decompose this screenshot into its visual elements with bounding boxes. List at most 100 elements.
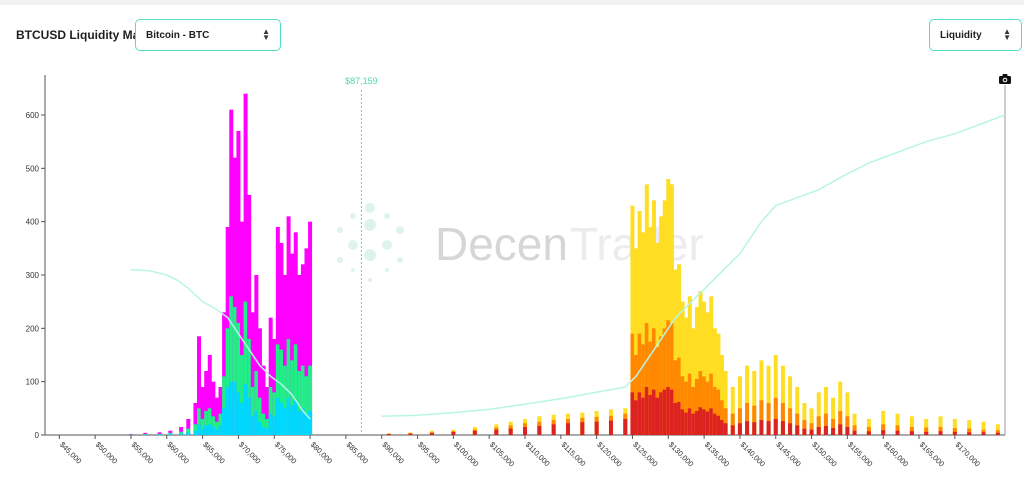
liquidity-bar-high	[723, 371, 728, 435]
liquidity-bar-high	[702, 301, 707, 435]
liquidity-bar-low	[737, 423, 742, 435]
liquidity-bar-high	[720, 355, 725, 435]
liquidity-bar-high	[852, 413, 857, 435]
liquidity-bar-mid	[297, 371, 302, 435]
liquidity-bar-low	[802, 428, 807, 435]
liquidity-bar-low	[451, 431, 456, 435]
x-tick-label: $70,000	[237, 440, 263, 466]
watermark-dot	[385, 268, 389, 272]
liquidity-bar-high	[308, 221, 313, 435]
liquidity-bar-low	[240, 403, 245, 435]
liquidity-bar-low	[186, 432, 191, 435]
liquidity-bar-mid	[648, 341, 653, 435]
liquidity-bar-mid	[200, 419, 205, 435]
liquidity-bar-low	[759, 420, 764, 435]
liquidity-bar-low	[308, 411, 313, 435]
liquidity-bar-low	[981, 432, 986, 435]
liquidity-bar-mid	[881, 424, 886, 435]
liquidity-bar-mid	[759, 400, 764, 435]
watermark-dot	[365, 203, 375, 213]
current-price-label: $87,159	[345, 76, 378, 86]
liquidity-bar-low	[709, 408, 714, 435]
asset-select[interactable]: Bitcoin - BTC ▲ ▼	[135, 19, 281, 51]
liquidity-bar-mid	[128, 434, 133, 435]
liquidity-bar-high	[687, 296, 692, 435]
liquidity-bar-low	[551, 424, 556, 435]
liquidity-bar-mid	[730, 413, 735, 435]
liquidity-bar-low	[225, 387, 230, 435]
cumulative-long-line	[130, 268, 311, 420]
liquidity-bar-high	[995, 424, 1000, 435]
liquidity-bar-high	[669, 184, 674, 435]
liquidity-bar-high	[243, 93, 248, 436]
liquidity-bar-mid	[193, 424, 198, 435]
liquidity-bar-low	[279, 403, 284, 435]
liquidity-bar-mid	[634, 355, 639, 435]
liquidity-bar-mid	[720, 400, 725, 435]
liquidity-bar-low	[168, 433, 173, 435]
liquidity-bar-low	[508, 428, 513, 435]
camera-icon[interactable]	[999, 74, 1011, 84]
liquidity-bar-high	[780, 365, 785, 435]
liquidity-bar-low	[286, 397, 291, 435]
liquidity-bar-low	[666, 387, 671, 435]
liquidity-bar-low	[694, 411, 699, 435]
liquidity-bar-low	[673, 403, 678, 435]
liquidity-bar-low	[290, 405, 295, 435]
x-tick-label: $95,000	[416, 440, 442, 466]
liquidity-bar-mid	[204, 411, 209, 435]
liquidity-bar-high	[705, 312, 710, 435]
liquidity-bar-low	[712, 413, 717, 435]
chevron-up-down-icon: ▲ ▼	[1003, 27, 1011, 42]
liquidity-bar-high	[641, 232, 646, 435]
liquidity-bar-low	[651, 389, 656, 435]
liquidity-bar-low	[648, 395, 653, 435]
liquidity-bar-mid	[705, 381, 710, 435]
liquidity-bar-low	[293, 400, 298, 435]
liquidity-bar-mid	[802, 420, 807, 435]
page-title: BTCUSD Liquidity Map	[16, 28, 147, 42]
liquidity-bar-high	[895, 413, 900, 435]
liquidity-bar-low	[838, 424, 843, 435]
liquidity-bar-mid	[723, 408, 728, 435]
liquidity-bar-mid	[698, 371, 703, 435]
liquidity-bar-high	[909, 416, 914, 435]
liquidity-bar-mid	[247, 339, 252, 435]
x-tick-label: $60,000	[165, 440, 191, 466]
liquidity-bar-low	[895, 430, 900, 435]
x-tick-label: $170,000	[953, 440, 981, 468]
cumulative-lines	[130, 114, 1006, 420]
liquidity-bar-mid	[279, 349, 284, 435]
liquidity-bar-low	[429, 432, 434, 435]
watermark-dot	[351, 268, 355, 272]
liquidity-bar-low	[634, 400, 639, 435]
liquidity-bar-mid	[186, 428, 191, 435]
liquidity-bar-mid	[261, 413, 266, 435]
liquidity-bar-high	[304, 248, 309, 435]
liquidity-bar-mid	[236, 323, 241, 435]
liquidity-bar-mid	[655, 347, 660, 435]
x-tick-label: $165,000	[918, 440, 946, 468]
liquidity-bar-low	[924, 431, 929, 435]
mode-select[interactable]: Liquidity ▲ ▼	[929, 19, 1022, 51]
mode-select-value: Liquidity	[940, 29, 982, 41]
liquidity-bar-mid	[637, 333, 642, 435]
liquidity-bar-high	[730, 387, 735, 435]
liquidity-bar-low	[257, 421, 262, 435]
liquidity-bar-mid	[300, 365, 305, 435]
liquidity-bar-mid	[845, 416, 850, 435]
x-tick-label: $160,000	[882, 440, 910, 468]
liquidity-bar-high	[200, 387, 205, 435]
liquidity-bar-low	[254, 411, 259, 435]
x-tick-label: $140,000	[739, 440, 767, 468]
liquidity-bar-low	[662, 389, 667, 435]
liquidity-bar-high	[222, 312, 227, 435]
liquidity-bar-high	[193, 403, 198, 435]
liquidity-bar-mid	[240, 355, 245, 435]
liquidity-bar-high	[290, 253, 295, 435]
liquidity-bar-low	[938, 431, 943, 435]
liquidity-bar-mid	[257, 397, 262, 435]
liquidity-bar-low	[641, 397, 646, 435]
liquidity-bar-low	[261, 427, 266, 435]
liquidity-bar-high	[952, 419, 957, 435]
